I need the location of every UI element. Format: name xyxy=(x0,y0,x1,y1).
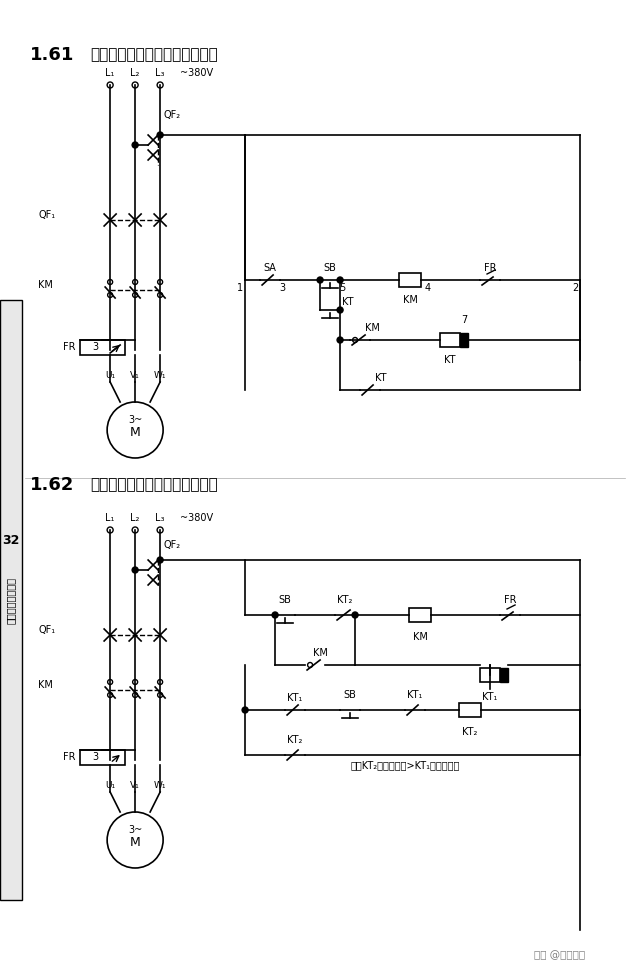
Circle shape xyxy=(157,557,163,563)
Text: L₃: L₃ xyxy=(156,513,165,523)
Text: KT₁: KT₁ xyxy=(408,690,423,700)
Text: 1.61: 1.61 xyxy=(30,46,74,64)
Text: FR: FR xyxy=(63,752,75,762)
Text: KM: KM xyxy=(403,295,417,305)
Text: KM: KM xyxy=(413,632,428,642)
Circle shape xyxy=(107,812,163,868)
Text: KM: KM xyxy=(313,648,328,658)
Text: 3~: 3~ xyxy=(128,415,142,425)
Text: KM: KM xyxy=(38,280,53,290)
Text: QF₂: QF₂ xyxy=(163,540,180,550)
Text: L₂: L₂ xyxy=(131,513,140,523)
Text: 短暂停电自动再启动电路（一）: 短暂停电自动再启动电路（一） xyxy=(90,47,218,63)
Text: 5: 5 xyxy=(339,283,345,293)
Circle shape xyxy=(132,142,138,148)
Text: 短暂停电自动再启动电路（二）: 短暂停电自动再启动电路（二） xyxy=(90,478,218,492)
Text: M: M xyxy=(130,836,141,849)
Text: KT₂: KT₂ xyxy=(462,727,477,737)
Bar xyxy=(459,703,481,717)
Text: M: M xyxy=(130,426,141,439)
Circle shape xyxy=(317,277,323,283)
Circle shape xyxy=(352,612,358,618)
Text: U₁: U₁ xyxy=(105,370,115,379)
Text: KM: KM xyxy=(365,323,380,333)
Bar xyxy=(460,333,468,347)
Text: KT₂: KT₂ xyxy=(287,735,303,745)
Bar xyxy=(80,340,125,355)
Text: W₁: W₁ xyxy=(154,370,166,379)
Text: 3: 3 xyxy=(92,342,98,352)
Circle shape xyxy=(157,132,163,138)
Text: KM: KM xyxy=(38,680,53,690)
Circle shape xyxy=(107,402,163,458)
Circle shape xyxy=(337,307,343,313)
Text: 1: 1 xyxy=(237,283,243,293)
Text: FR: FR xyxy=(504,595,516,605)
Text: L₂: L₂ xyxy=(131,68,140,78)
Text: 4: 4 xyxy=(425,283,431,293)
Bar xyxy=(500,668,508,682)
Text: QF₁: QF₁ xyxy=(38,625,55,635)
Bar xyxy=(399,273,421,287)
Circle shape xyxy=(242,707,248,713)
Text: ~380V: ~380V xyxy=(180,68,213,78)
Text: V₁: V₁ xyxy=(131,780,140,789)
Circle shape xyxy=(337,277,343,283)
Circle shape xyxy=(132,567,138,573)
Circle shape xyxy=(272,612,278,618)
Text: SB: SB xyxy=(344,690,356,700)
Text: KT₁: KT₁ xyxy=(287,693,303,703)
Text: KT: KT xyxy=(342,297,353,307)
Text: SB: SB xyxy=(324,263,337,273)
Text: 3~: 3~ xyxy=(128,825,142,835)
Text: FR: FR xyxy=(63,342,75,352)
Bar xyxy=(409,608,431,622)
Text: V₁: V₁ xyxy=(131,370,140,379)
Text: 1.62: 1.62 xyxy=(30,476,74,494)
Text: U₁: U₁ xyxy=(105,780,115,789)
Text: KT₂: KT₂ xyxy=(337,595,353,605)
Text: L₁: L₁ xyxy=(106,513,115,523)
Bar xyxy=(0,300,22,900)
Text: 电工常用电路图集: 电工常用电路图集 xyxy=(6,576,16,624)
Text: KT₁: KT₁ xyxy=(483,692,498,702)
Text: 7: 7 xyxy=(461,315,467,325)
Text: KT: KT xyxy=(444,355,456,365)
Text: SA: SA xyxy=(264,263,276,273)
Text: QF₁: QF₁ xyxy=(38,210,55,220)
Bar xyxy=(80,750,125,765)
Text: QF₂: QF₂ xyxy=(163,110,180,120)
Text: SB: SB xyxy=(278,595,292,605)
Text: 3: 3 xyxy=(279,283,285,293)
Text: 头条 @阿飞电工: 头条 @阿飞电工 xyxy=(534,950,586,960)
Bar xyxy=(480,668,500,682)
Text: L₁: L₁ xyxy=(106,68,115,78)
Text: KT: KT xyxy=(375,373,387,383)
Bar xyxy=(440,333,460,347)
Text: 32: 32 xyxy=(3,534,20,546)
Text: FR: FR xyxy=(484,263,496,273)
Text: L₃: L₃ xyxy=(156,68,165,78)
Text: 3: 3 xyxy=(92,752,98,762)
Circle shape xyxy=(337,337,343,343)
Text: W₁: W₁ xyxy=(154,780,166,789)
Text: 2: 2 xyxy=(572,283,578,293)
Text: 注：KT₂的延时时间>KT₁的延时时间: 注：KT₂的延时时间>KT₁的延时时间 xyxy=(350,760,460,770)
Text: ~380V: ~380V xyxy=(180,513,213,523)
